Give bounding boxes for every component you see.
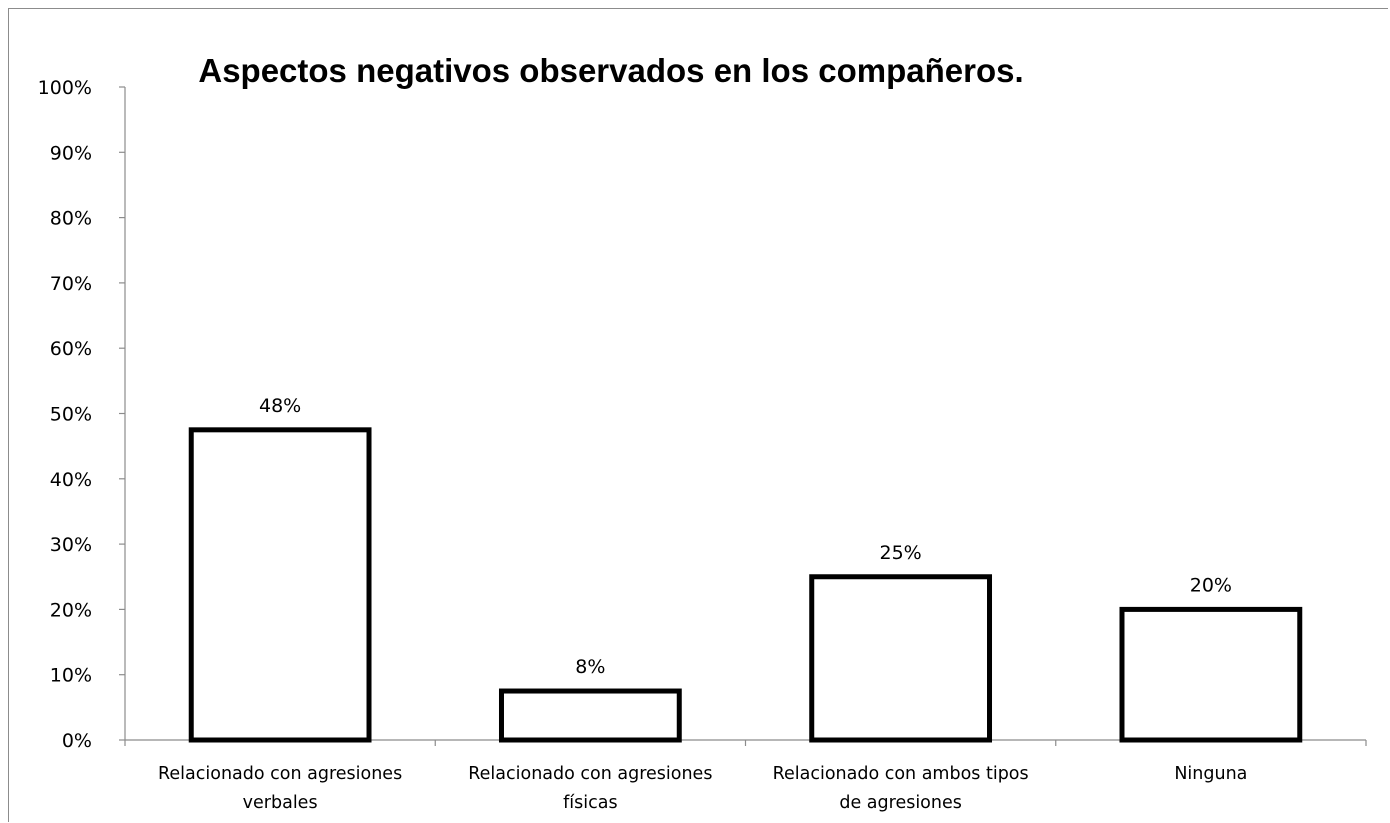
data-label: 48% (259, 395, 301, 417)
x-tick-label-line: de agresiones (839, 793, 962, 813)
x-tick-label-line: Ninguna (1174, 764, 1247, 784)
bar (809, 574, 993, 743)
bars (188, 427, 1303, 743)
chart-area: Aspectos negativos observados en los com… (8, 8, 1388, 822)
x-tick-label-line: Relacionado con ambos tipos (773, 764, 1029, 784)
bar (188, 427, 372, 743)
y-tick-label: 10% (50, 665, 92, 687)
data-labels: 48% 8% 25% 20% (259, 395, 1232, 678)
y-tick-label: 20% (50, 599, 92, 621)
bar (1119, 606, 1303, 743)
x-tick-label: Relacionado con ambos tipos de agresiones (773, 764, 1029, 813)
data-label: 25% (880, 542, 922, 564)
x-tick-label: Relacionado con agresiones verbales (158, 764, 402, 813)
data-label: 20% (1190, 574, 1232, 596)
x-axis-labels: Relacionado con agresiones verbalesRelaci… (158, 764, 1247, 813)
y-tick-label: 30% (50, 534, 92, 556)
x-tick-label: Relacionado con agresiones físicas (468, 764, 712, 813)
x-tick-label-line: Relacionado con agresiones (468, 764, 712, 784)
y-tick-label: 100% (38, 77, 92, 99)
y-tick-label: 50% (50, 404, 92, 426)
y-tick-label: 40% (50, 469, 92, 491)
x-tick-label-line: físicas (563, 793, 617, 813)
x-tick-label-line: Relacionado con agresiones (158, 764, 402, 784)
y-tick-label: 60% (50, 338, 92, 360)
bar-chart: Aspectos negativos observados en los com… (38, 52, 1367, 813)
y-tick-label: 70% (50, 273, 92, 295)
chart-title: Aspectos negativos observados en los com… (198, 52, 1023, 89)
x-tick-label: Ninguna (1174, 764, 1247, 784)
bar (498, 688, 682, 743)
y-tick-label: 80% (50, 208, 92, 230)
y-axis: 0% 10% 20% 30% 40% 50% 60% 70% 80% 90% 100% (38, 77, 126, 752)
y-tick-label: 90% (50, 142, 92, 164)
data-label: 8% (575, 656, 605, 678)
x-tick-label-line: verbales (243, 793, 318, 813)
y-tick-label: 0% (62, 730, 92, 752)
